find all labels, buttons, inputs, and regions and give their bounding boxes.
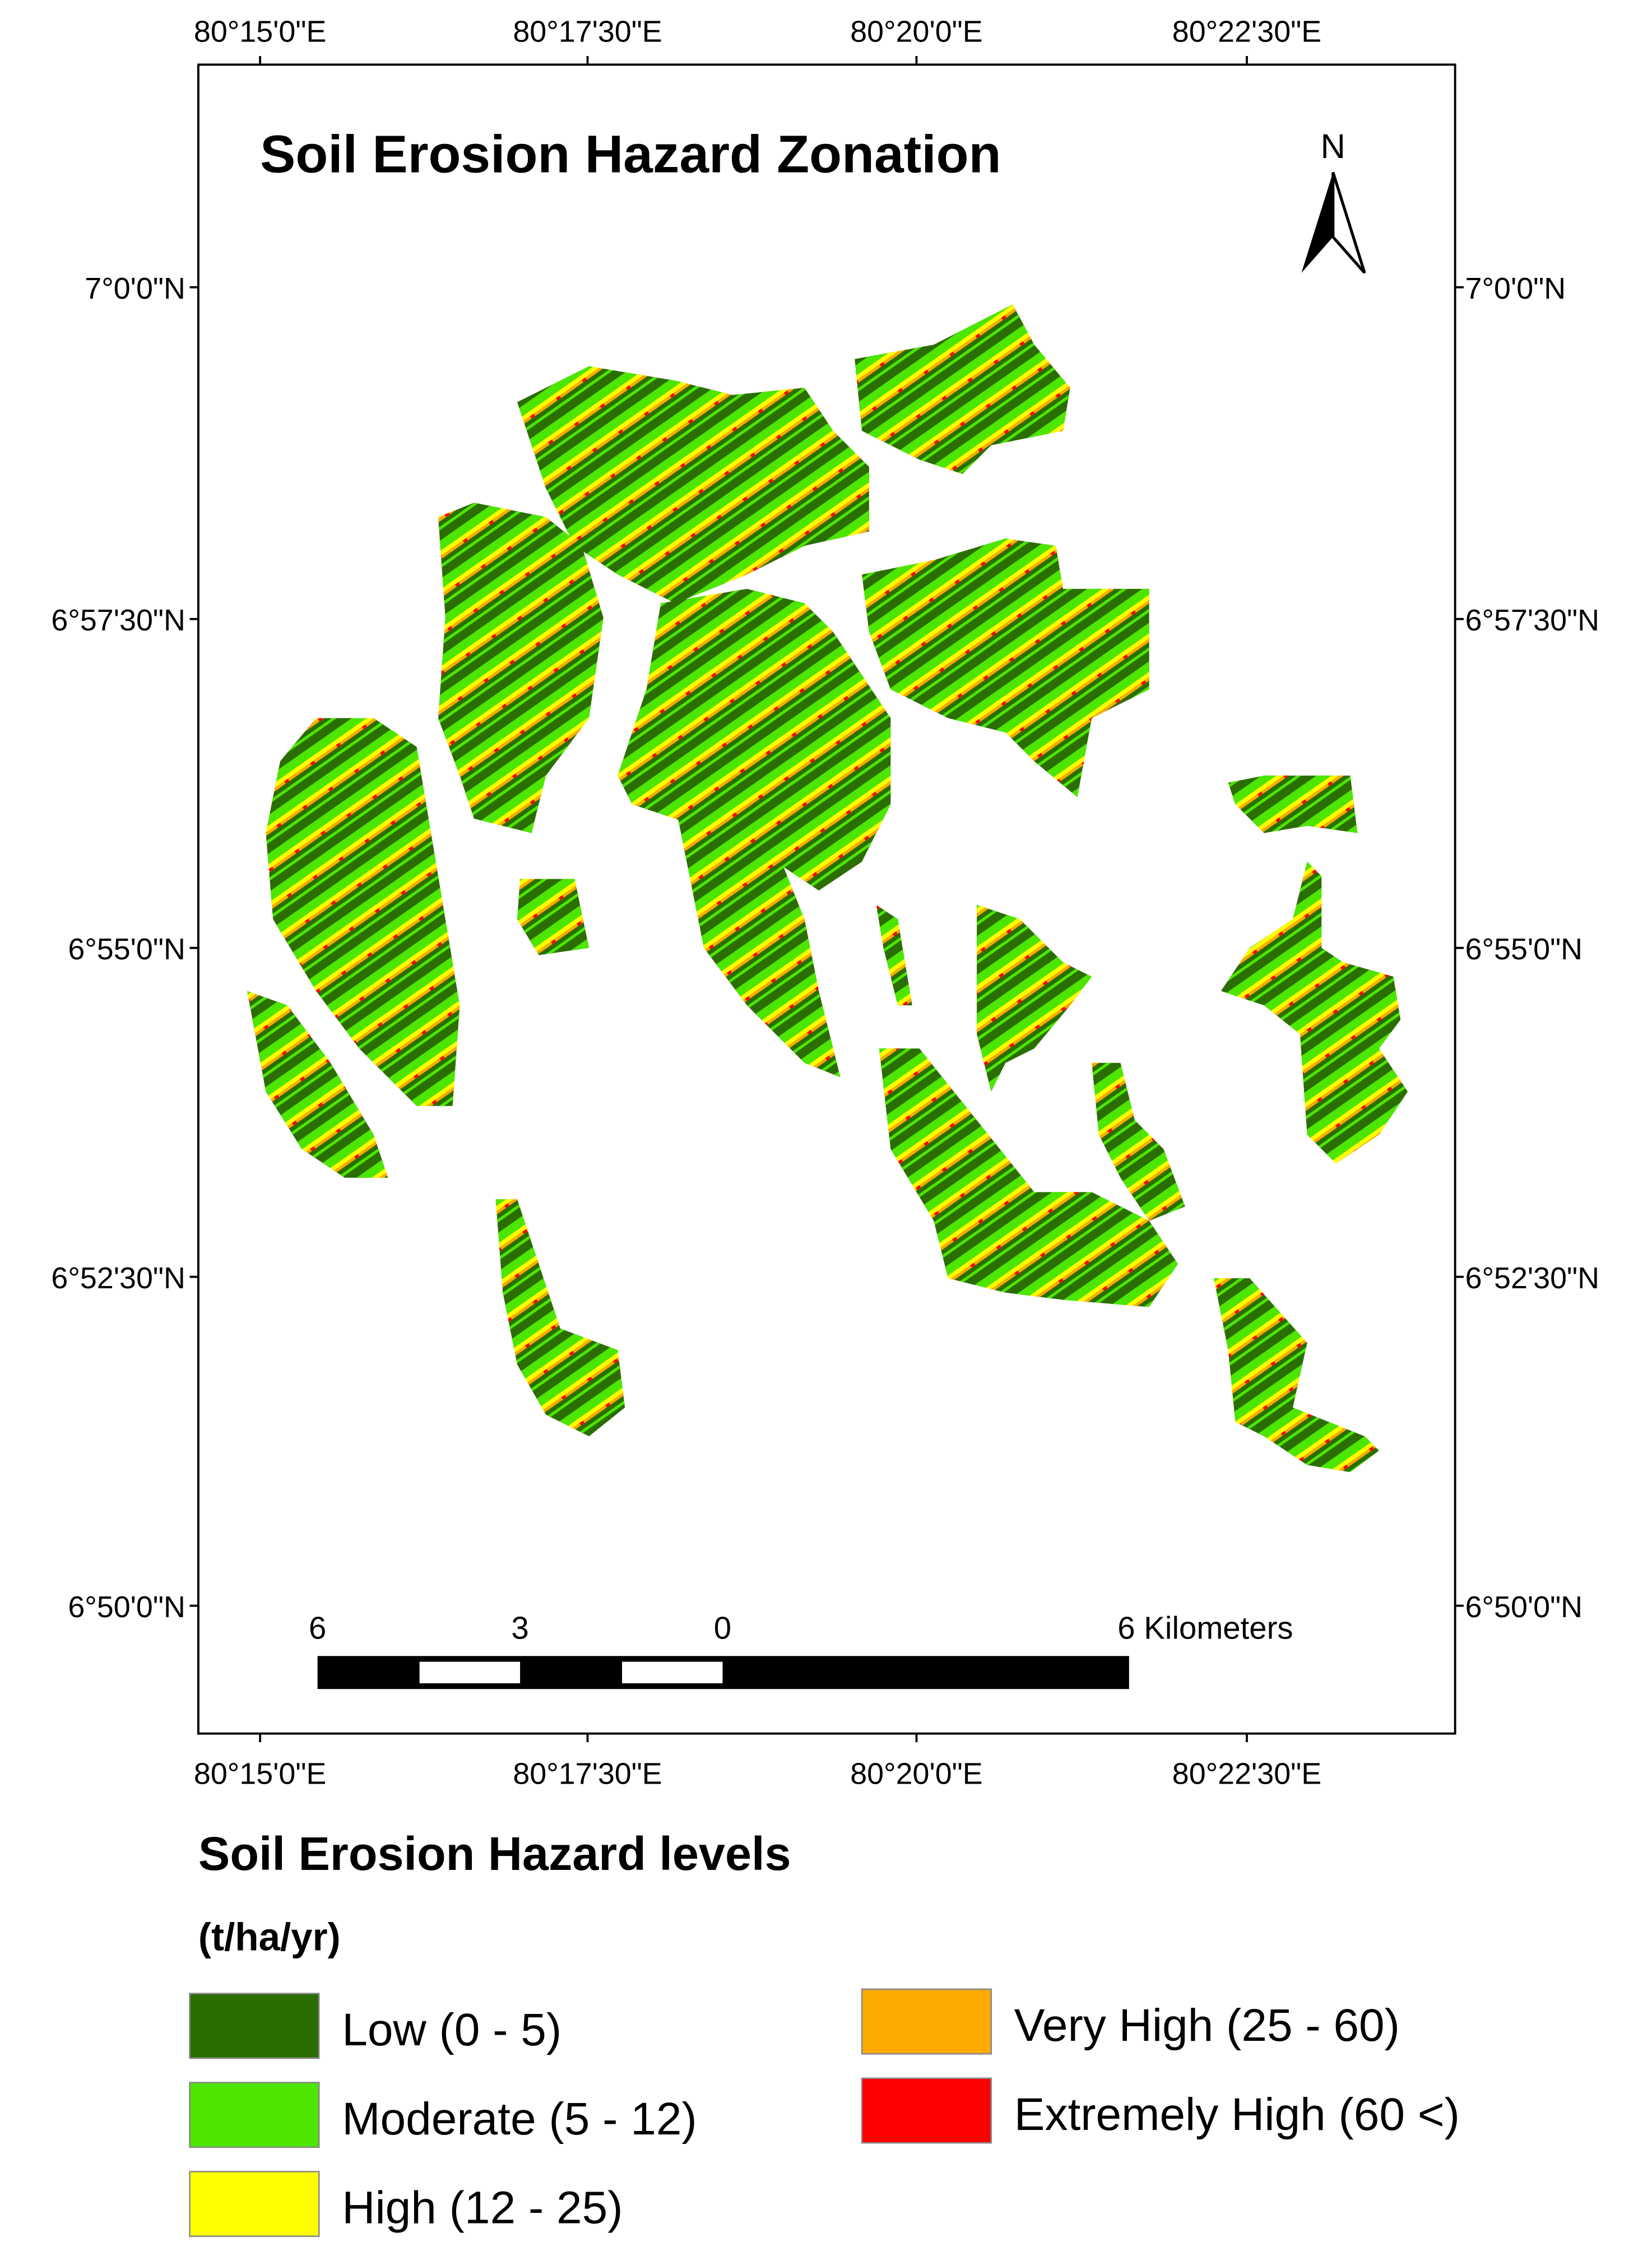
north-arrow: N: [1301, 127, 1366, 274]
legend-title: Soil Erosion Hazard levels: [198, 1827, 791, 1880]
grid-label: 6°52'30"N: [51, 1261, 185, 1295]
grid-label: 6°50'0"N: [1465, 1590, 1583, 1624]
grid-label: 80°17'30"E: [513, 1757, 662, 1790]
scale-bar-segment: [419, 1661, 521, 1683]
scale-bar: 6 3 0 6 Kilometers: [309, 1610, 1293, 1689]
grid-label: 80°22'30"E: [1172, 15, 1321, 48]
legend-swatch: [189, 2171, 320, 2238]
legend-swatch: [189, 2082, 320, 2148]
legend-label: Low (0 - 5): [342, 2004, 562, 2055]
north-arrow-right: [1331, 171, 1366, 274]
legend-label: Extremely High (60 <): [1014, 2089, 1460, 2140]
legend-swatch: [189, 1993, 320, 2059]
scale-label: 0: [714, 1610, 731, 1645]
grid-label: 80°15'0"E: [194, 15, 326, 48]
scale-label: 3: [511, 1610, 528, 1645]
legend-swatch: [861, 1988, 992, 2055]
grid-label: 7°0'0"N: [1465, 272, 1566, 305]
map-title: Soil Erosion Hazard Zonation: [260, 125, 1001, 184]
scale-label: 6 Kilometers: [1117, 1610, 1293, 1645]
grid-label: 80°20'0"E: [850, 1757, 982, 1790]
legend-label: High (12 - 25): [342, 2183, 623, 2234]
legend-unit: (t/ha/yr): [198, 1915, 341, 1959]
legend-swatch: [861, 2077, 992, 2144]
grid-label: 80°20'0"E: [850, 15, 982, 48]
grid-label: 6°57'30"N: [51, 604, 185, 637]
grid-label: 6°55'0"N: [1465, 932, 1583, 966]
grid-label: 7°0'0"N: [85, 272, 185, 305]
scale-bar-segment: [622, 1661, 723, 1683]
grid-label: 6°57'30"N: [1465, 604, 1599, 637]
grid-label: 6°50'0"N: [68, 1590, 185, 1624]
legend-label: Very High (25 - 60): [1014, 2000, 1400, 2051]
grid-label: 80°17'30"E: [513, 15, 662, 48]
grid-label: 80°22'30"E: [1172, 1757, 1321, 1790]
north-label: N: [1321, 127, 1345, 166]
scale-label: 6: [309, 1610, 326, 1645]
grid-label: 80°15'0"E: [194, 1757, 326, 1790]
grid-label: 6°52'30"N: [1465, 1261, 1599, 1295]
grid-label: 6°55'0"N: [68, 932, 185, 966]
north-arrow-left: [1301, 172, 1333, 273]
legend-label: Moderate (5 - 12): [342, 2094, 697, 2144]
